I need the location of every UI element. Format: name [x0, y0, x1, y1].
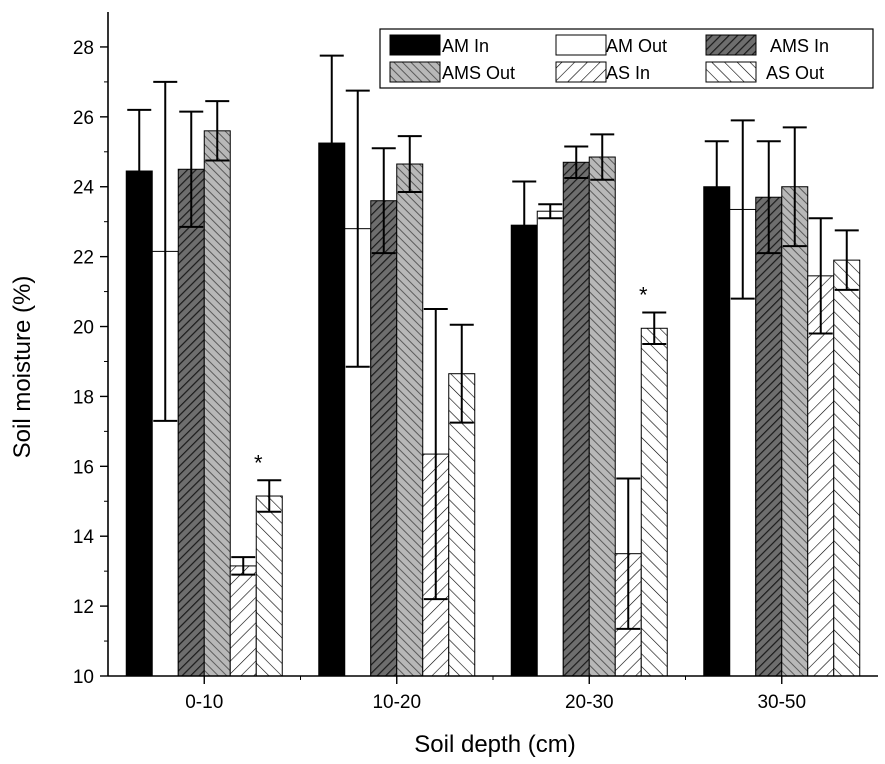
y-tick-label-20: 20: [73, 318, 94, 339]
legend-label-as-out: AS Out: [766, 63, 824, 83]
error-bars-layer: [127, 54, 859, 630]
y-tick-label-22: 22: [73, 248, 94, 269]
legend-swatch-as-out: [705, 61, 757, 83]
legend-item-as-in: AS In: [555, 61, 650, 83]
y-tick-label-18: 18: [73, 387, 94, 408]
error-bar-as-in-20-30: [616, 477, 641, 630]
error-bar-as-out-0-10: [257, 479, 282, 513]
bar-as-out-20-30: [640, 327, 668, 677]
error-bar-as-out-10-20: [449, 323, 474, 424]
error-bar-ams-in-20-30: [564, 145, 589, 179]
significance-annotation-1: *: [254, 450, 263, 475]
x-tick-label-0-10: 0-10: [185, 692, 223, 713]
legend-label-am-in: AM In: [442, 36, 489, 56]
error-bar-am-out-10-20: [345, 89, 370, 368]
y-tick-label-10: 10: [73, 667, 94, 688]
significance-annotation-2: *: [639, 283, 648, 308]
legend-label-ams-out: AMS Out: [442, 63, 515, 83]
error-bar-as-in-10-20: [423, 308, 448, 601]
x-tick-label-30-50: 30-50: [757, 692, 806, 713]
bars-layer: [125, 130, 861, 677]
bar-as-out-30-50: [833, 259, 861, 677]
legend-box: [379, 28, 874, 89]
bar-am-in-20-30: [510, 224, 538, 677]
error-bar-as-in-30-50: [808, 217, 833, 335]
y-axis-label: Soil moisture (%): [9, 276, 36, 459]
bar-ams-in-10-20: [370, 200, 398, 677]
legend-item-ams-out: AMS Out: [389, 61, 515, 83]
error-bar-am-in-30-50: [704, 140, 729, 234]
bar-am-in-0-10: [125, 170, 153, 677]
legend-item-am-in: AM In: [389, 34, 489, 56]
bar-ams-in-20-30: [562, 161, 590, 677]
legend-item-am-out: AM Out: [555, 34, 667, 56]
y-tick-label-24: 24: [73, 178, 95, 199]
bar-ams-in-0-10: [177, 168, 205, 677]
legend-swatch-am-out: [555, 34, 607, 56]
legend-item-ams-in: AMS In: [705, 34, 829, 56]
bar-as-in-0-10: [229, 565, 257, 677]
error-bar-ams-in-0-10: [179, 110, 204, 228]
error-bar-ams-in-30-50: [756, 140, 781, 255]
legend-swatch-ams-out: [389, 61, 441, 83]
x-axis-label: Soil depth (cm): [414, 731, 575, 758]
error-bar-am-out-30-50: [730, 119, 755, 300]
bar-am-in-10-20: [318, 142, 346, 677]
bar-ams-out-0-10: [203, 130, 231, 677]
error-bar-am-in-20-30: [512, 180, 537, 270]
error-bar-am-in-0-10: [127, 108, 152, 234]
legend-label-as-in: AS In: [606, 63, 650, 83]
legend-swatch-ams-in: [705, 34, 757, 56]
y-tick-label-28: 28: [73, 38, 94, 59]
y-tick-label-26: 26: [73, 108, 94, 129]
bar-ams-in-30-50: [755, 196, 783, 677]
bar-am-in-30-50: [703, 186, 731, 677]
y-tick-label-16: 16: [73, 457, 94, 478]
x-tick-label-20-30: 20-30: [565, 692, 614, 713]
bar-ams-out-30-50: [781, 186, 809, 677]
annotations-layer: **: [254, 283, 648, 476]
bar-as-out-0-10: [255, 495, 283, 677]
bar-as-in-30-50: [807, 275, 835, 677]
y-tick-label-12: 12: [73, 597, 94, 618]
error-bar-as-out-20-30: [642, 311, 667, 345]
error-bar-am-out-0-10: [153, 80, 178, 422]
error-bar-ams-out-0-10: [205, 100, 230, 162]
error-bar-am-out-20-30: [538, 203, 563, 220]
error-bar-ams-out-20-30: [590, 133, 615, 181]
legend-swatch-am-in: [389, 34, 441, 56]
legend-label-am-out: AM Out: [606, 36, 667, 56]
error-bar-ams-in-10-20: [371, 147, 396, 255]
bar-ams-out-20-30: [588, 156, 616, 677]
bar-am-out-20-30: [536, 210, 564, 677]
x-tick-label-10-20: 10-20: [372, 692, 421, 713]
error-bar-ams-out-10-20: [397, 135, 422, 193]
error-bar-as-in-0-10: [231, 556, 256, 576]
axes-layer: 10 12 14 16 18 20 22 24 26 28 0-10 10-20 20-30 30-50: [73, 12, 878, 713]
error-bar-ams-out-30-50: [782, 126, 807, 248]
y-tick-label-14: 14: [73, 527, 95, 548]
error-bar-am-in-10-20: [319, 54, 344, 232]
legend: AM In AM Out AMS In AMS Out AS In AS Out: [379, 28, 874, 89]
bar-ams-out-10-20: [396, 163, 424, 677]
legend-swatch-as-in: [555, 61, 607, 83]
legend-item-as-out: AS Out: [705, 61, 824, 83]
error-bar-as-out-30-50: [834, 229, 859, 291]
legend-label-ams-in: AMS In: [770, 36, 829, 56]
